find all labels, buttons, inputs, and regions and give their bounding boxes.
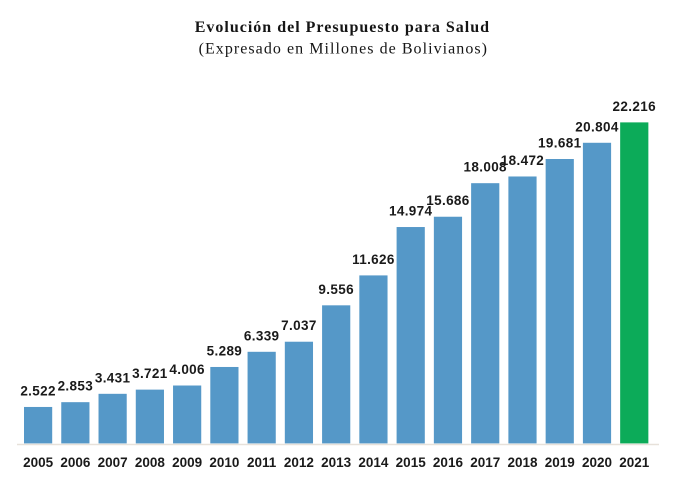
svg-text:22.216: 22.216 — [613, 99, 657, 114]
svg-text:18.008: 18.008 — [464, 160, 508, 175]
svg-text:2011: 2011 — [247, 455, 277, 470]
svg-text:9.556: 9.556 — [318, 282, 354, 297]
svg-text:2010: 2010 — [209, 455, 239, 470]
svg-text:(Expresado en Millones de Boli: (Expresado en Millones de Bolivianos) — [199, 41, 488, 58]
svg-text:3.721: 3.721 — [132, 366, 168, 381]
svg-text:11.626: 11.626 — [352, 252, 395, 267]
svg-text:15.686: 15.686 — [426, 193, 470, 208]
svg-text:20.804: 20.804 — [575, 119, 619, 134]
svg-text:19.681: 19.681 — [538, 136, 582, 151]
svg-text:7.037: 7.037 — [281, 318, 317, 333]
svg-text:4.006: 4.006 — [169, 362, 205, 377]
svg-text:3.431: 3.431 — [95, 370, 131, 385]
svg-text:2019: 2019 — [545, 455, 575, 470]
svg-text:5.289: 5.289 — [207, 343, 243, 358]
svg-text:2018: 2018 — [507, 455, 538, 470]
svg-text:2016: 2016 — [433, 455, 464, 470]
svg-text:2.853: 2.853 — [58, 379, 94, 394]
svg-text:2021: 2021 — [619, 455, 650, 470]
svg-text:14.974: 14.974 — [389, 204, 433, 219]
svg-text:2015: 2015 — [396, 455, 427, 470]
svg-text:2007: 2007 — [98, 455, 128, 470]
svg-text:2.522: 2.522 — [20, 383, 56, 398]
svg-text:2006: 2006 — [60, 455, 91, 470]
svg-text:6.339: 6.339 — [244, 328, 280, 343]
svg-text:Evolución del Presupuesto para: Evolución del Presupuesto para Salud — [195, 19, 490, 36]
svg-text:2014: 2014 — [358, 455, 389, 470]
svg-text:18.472: 18.472 — [501, 153, 544, 168]
svg-text:2020: 2020 — [582, 455, 612, 470]
svg-text:2017: 2017 — [470, 455, 500, 470]
svg-text:2013: 2013 — [321, 455, 352, 470]
svg-text:2005: 2005 — [23, 455, 54, 470]
svg-text:2009: 2009 — [172, 455, 202, 470]
svg-text:2008: 2008 — [135, 455, 166, 470]
svg-text:2012: 2012 — [284, 455, 314, 470]
